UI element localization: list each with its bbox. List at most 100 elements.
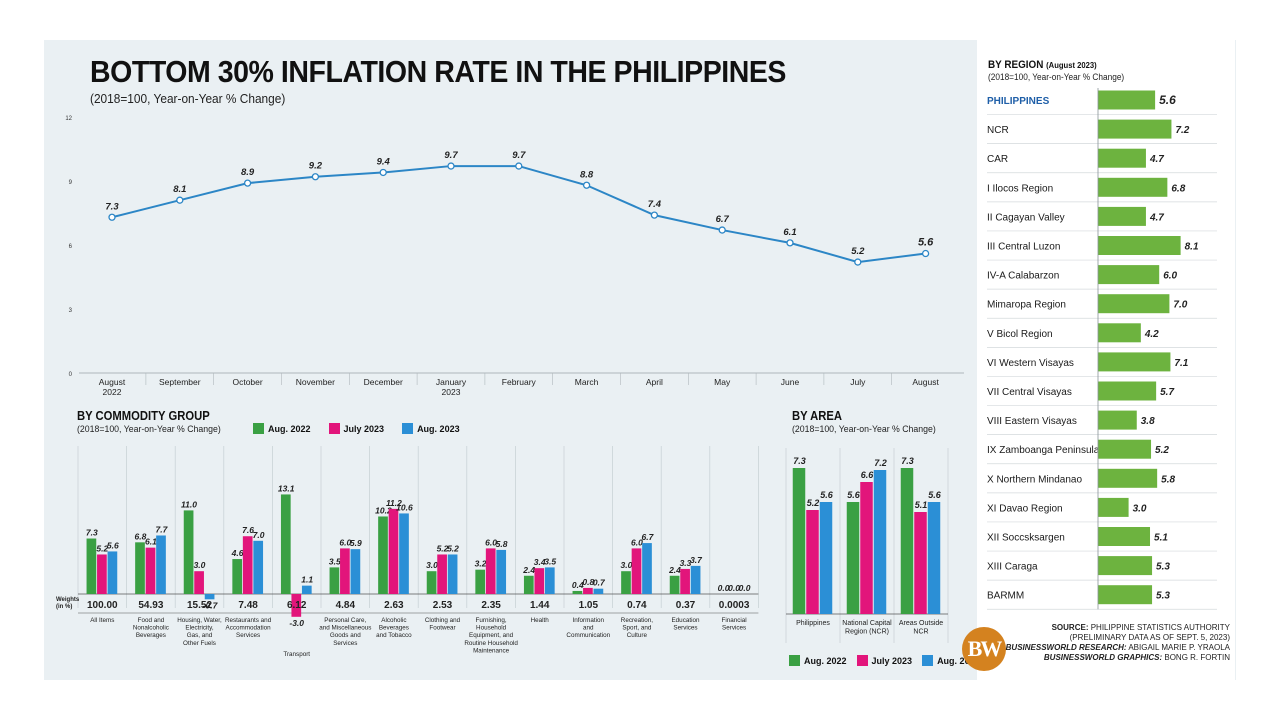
- x-tick-label: October: [232, 377, 262, 387]
- bar-label: 5.2: [437, 543, 449, 553]
- region-bar: [1098, 381, 1157, 401]
- group-label: Information and Communication: [566, 617, 610, 639]
- group-label: Areas Outside NCR: [899, 620, 943, 636]
- bar-label: 0.0: [739, 583, 751, 593]
- bar-label: 5.1: [915, 500, 928, 510]
- data-point: [582, 181, 591, 189]
- bar-label: 5.6: [820, 490, 834, 500]
- source-line-3: BUSINESSWORLD RESEARCH: ABIGAIL MARIE P.…: [1005, 643, 1230, 652]
- bar: [97, 554, 107, 594]
- group-label: Health: [531, 617, 550, 624]
- bar: [447, 554, 458, 594]
- weight-value: 15.52: [187, 600, 212, 611]
- region-bar: [1098, 585, 1153, 605]
- region-label: III Central Luzon: [987, 242, 1060, 253]
- bar-label: 5.6: [847, 490, 861, 500]
- bar: [350, 549, 361, 594]
- bar-label: 5.6: [107, 540, 119, 550]
- bar: [194, 571, 204, 594]
- bar: [145, 547, 156, 594]
- bar: [291, 594, 302, 617]
- bar-label: 7.6: [242, 525, 254, 535]
- region-value: 5.3: [1156, 591, 1170, 602]
- legend-aug-2023: Aug. 2023: [402, 423, 460, 434]
- region-label: CAR: [987, 154, 1008, 165]
- bar-label: 3.7: [690, 555, 703, 565]
- region-bar: [1098, 527, 1151, 546]
- bar-label: 0.0: [728, 583, 740, 593]
- group-label: All Items: [90, 617, 114, 624]
- data-label: 7.3: [105, 201, 119, 212]
- area-legend-july-2023: July 2023: [856, 655, 912, 666]
- bar-label: 0.8: [582, 577, 594, 587]
- region-bar: [1098, 236, 1181, 255]
- bar-label: 11.0: [181, 499, 197, 509]
- region-bar: [1098, 265, 1160, 285]
- bar-label: 3.2: [475, 559, 487, 569]
- data-point: [515, 162, 523, 170]
- group-label: Clothing and Footwear: [425, 617, 461, 632]
- weight-value: 0.37: [676, 600, 696, 611]
- data-point: [176, 196, 184, 204]
- region-value: 5.8: [1161, 474, 1175, 485]
- region-label: V Bicol Region: [987, 329, 1053, 340]
- bar-label: 10.6: [396, 502, 413, 512]
- bar-label: 5.8: [496, 539, 508, 549]
- region-bar-chart: PHILIPPINES 5.6 NCR 7.2 CAR 4.7 I Ilocos Regio…: [987, 88, 1217, 610]
- bar-label: 0.7: [593, 578, 606, 588]
- data-label: 9.4: [377, 156, 391, 167]
- trend-line-chart: 0 3 6 9 12 August 2022 September October November…: [65, 116, 964, 397]
- group-label: Education Services: [671, 617, 700, 632]
- weight-value: 7.48: [238, 600, 258, 611]
- region-title: BY REGION (August 2023): [988, 59, 1097, 71]
- bar-label: 1.1: [301, 575, 313, 585]
- data-label: 9.7: [512, 150, 526, 161]
- bar: [669, 575, 680, 594]
- region-title-main: BY REGION: [988, 59, 1044, 71]
- data-point: [786, 239, 794, 247]
- legend-aug-2022: Aug. 2022: [253, 423, 311, 434]
- bar: [135, 542, 145, 594]
- bar: [280, 494, 291, 594]
- bar-label: 3.0: [194, 560, 206, 570]
- x-tick-label: December: [364, 377, 403, 387]
- bar-label: 7.3: [86, 528, 98, 538]
- data-point: [311, 173, 320, 181]
- region-label: II Cagayan Valley: [987, 212, 1065, 223]
- bar: [621, 571, 631, 594]
- x-tick-label: January 2023: [436, 377, 467, 397]
- region-label: XII Soccsksargen: [987, 533, 1065, 544]
- region-bar: [1098, 556, 1153, 576]
- source-line-4: BUSINESSWORLD GRAPHICS: BONG R. FORTIN: [1043, 653, 1230, 662]
- x-tick-label: July: [850, 377, 866, 387]
- bar-label: 3.4: [534, 557, 546, 567]
- y-tick-label: 6: [69, 244, 73, 250]
- bar: [86, 538, 97, 594]
- region-value: 5.7: [1160, 387, 1174, 398]
- area-subtitle: (2018=100, Year-on-Year % Change): [792, 424, 936, 435]
- bar-label: 5.2: [96, 543, 108, 553]
- region-value: 3.8: [1141, 416, 1155, 427]
- bar: [583, 587, 593, 594]
- bar: [183, 510, 194, 594]
- commodity-legend: Aug. 2022 July 2023 Aug. 2023: [253, 423, 470, 434]
- bar: [485, 548, 496, 594]
- region-label: IX Zamboanga Peninsula: [987, 445, 1100, 456]
- bar-label: 5.2: [807, 498, 820, 508]
- bar: [927, 502, 941, 614]
- bar: [426, 571, 437, 594]
- region-label: PHILIPPINES: [987, 96, 1050, 107]
- bar-label: -0.7: [203, 600, 219, 610]
- data-label: 8.9: [241, 167, 255, 178]
- region-bar: [1098, 410, 1137, 430]
- bar: [378, 516, 388, 594]
- weight-value: 2.63: [384, 600, 404, 611]
- group-label: Recreation, Sport, and Culture: [621, 617, 653, 639]
- bar: [156, 535, 166, 594]
- region-bar: [1098, 468, 1158, 488]
- bar: [523, 575, 534, 594]
- group-label: Philippines: [796, 620, 830, 627]
- weight-value: 4.84: [336, 600, 356, 611]
- weight-value: 0.0003: [719, 600, 750, 611]
- y-tick-label: 0: [69, 372, 73, 378]
